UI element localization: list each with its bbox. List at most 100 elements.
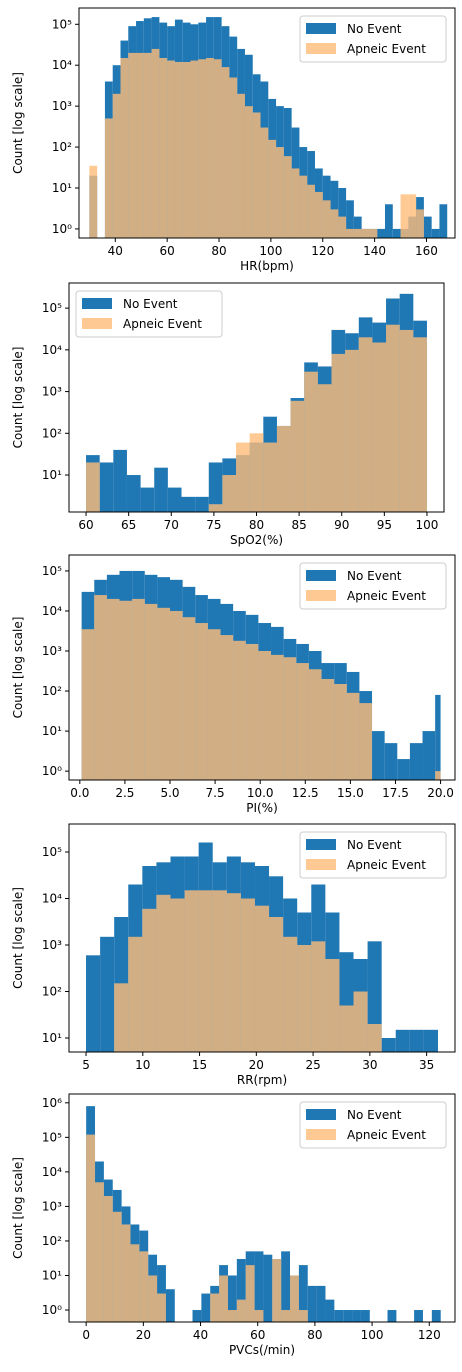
bar-no-event: [395, 1029, 410, 1052]
y-tick-label: 10⁴: [42, 891, 62, 905]
bar-apneic-event: [128, 52, 137, 238]
bar-apneic-event: [408, 194, 417, 238]
bar-apneic-event: [308, 669, 322, 780]
bar-apneic-event: [311, 941, 326, 1052]
bar-apneic-event: [276, 147, 284, 238]
bar-apneic-event: [268, 139, 277, 238]
bar-apneic-event: [148, 1275, 158, 1322]
bar-no-event: [343, 1310, 353, 1322]
x-tick-label: 7.5: [206, 786, 225, 800]
x-tick-label: 20.0: [427, 786, 454, 800]
x-tick-label: 95: [377, 518, 392, 532]
legend-swatch-apneic-event: [306, 43, 336, 54]
y-tick-label: 10²: [42, 426, 62, 440]
bar-apneic-event: [139, 1251, 149, 1322]
y-axis-label: Count [log scale]: [11, 72, 25, 174]
bar-apneic-event: [353, 228, 362, 238]
bar-no-event: [372, 731, 385, 780]
plot-frame: [68, 554, 456, 781]
y-axis-label: Count [log scale]: [11, 617, 25, 719]
bar-apneic-event: [198, 59, 207, 238]
legend: No Event Apneic Event: [299, 15, 447, 63]
bar-apneic-event: [206, 58, 214, 238]
y-tick-label: 10³: [42, 644, 62, 658]
x-tick-label: 100: [259, 244, 282, 258]
bar-no-event: [431, 228, 440, 238]
legend-label-no-event: No Event: [347, 569, 402, 583]
bar-no-event: [353, 216, 362, 238]
bar-apneic-event: [104, 118, 113, 238]
y-tick-label: 10³: [42, 1199, 62, 1213]
y-tick-label: 10⁴: [42, 1165, 62, 1179]
x-tick-label: 20: [136, 1328, 151, 1342]
x-tick-label: 60: [250, 1328, 265, 1342]
chart-4: 5 10 15 20 25 30 35 10¹ 10² 10³ 10⁴ 10⁵ RR(rpm) Count…: [11, 823, 456, 1087]
bar-apneic-event: [112, 93, 121, 238]
bar-apneic-event: [132, 598, 145, 780]
x-axis-label: PVCs(/min): [229, 1343, 295, 1357]
y-tick-label: 10²: [52, 140, 72, 154]
bar-apneic-event: [330, 209, 339, 238]
legend-box: [299, 1101, 447, 1149]
bar-apneic-event: [157, 1293, 166, 1322]
x-tick-label: 120: [311, 244, 334, 258]
bar-apneic-event: [254, 905, 270, 1052]
bar-apneic-event: [89, 165, 98, 238]
bar-apneic-event: [208, 504, 223, 512]
bar-apneic-event: [361, 228, 370, 238]
bar-no-event: [360, 1310, 370, 1322]
bars-group: [89, 17, 448, 238]
bar-no-event: [414, 1310, 423, 1322]
x-tick-label: 140: [363, 244, 386, 258]
y-tick-label: 10²: [42, 985, 62, 999]
bar-no-event: [100, 936, 115, 1052]
bar-apneic-event: [184, 890, 199, 1052]
legend-swatch-no-event: [306, 570, 336, 581]
bar-no-event: [352, 1310, 361, 1322]
bar-apneic-event: [212, 890, 227, 1052]
bar-no-event: [423, 216, 432, 238]
plot-frame: [78, 7, 456, 239]
bar-apneic-event: [210, 1293, 220, 1322]
x-tick-label: 40: [193, 1328, 208, 1342]
y-tick-label: 10⁰: [52, 222, 72, 236]
bar-apneic-event: [95, 1182, 104, 1322]
bar-apneic-event: [269, 917, 284, 1052]
x-tick-label: 17.5: [382, 786, 409, 800]
legend-box: [299, 831, 447, 879]
bar-apneic-event: [227, 1310, 237, 1322]
bar-apneic-event: [314, 191, 323, 238]
y-tick-label: 10²: [42, 684, 62, 698]
x-tick-label: 80: [249, 518, 264, 532]
bar-apneic-event: [226, 893, 241, 1052]
bar-apneic-event: [86, 1134, 96, 1322]
x-tick-label: 80: [307, 1328, 322, 1342]
bar-apneic-event: [182, 617, 196, 780]
bar-no-event: [435, 694, 441, 780]
bar-no-event: [381, 1038, 396, 1052]
legend-swatch-no-event: [306, 839, 336, 850]
bar-apneic-event: [128, 936, 143, 1052]
x-tick-label: 120: [418, 1328, 441, 1342]
bar-apneic-event: [299, 175, 308, 238]
x-tick-label: 160: [415, 244, 438, 258]
x-axis-label: HR(bpm): [240, 259, 294, 273]
x-tick-label: 10.0: [247, 786, 274, 800]
legend: No Event Apneic Event: [299, 831, 447, 879]
legend-swatch-no-event: [306, 23, 336, 34]
bar-no-event: [377, 228, 385, 238]
legend-box: [299, 562, 447, 610]
bar-no-event: [154, 467, 168, 512]
legend-swatch-apneic-event: [306, 859, 336, 870]
bar-no-event: [316, 1285, 326, 1322]
bar-apneic-event: [144, 603, 158, 780]
bar-apneic-event: [272, 1259, 282, 1322]
bar-no-event: [423, 1029, 438, 1052]
bar-no-event: [140, 487, 155, 512]
legend-box: [75, 290, 223, 338]
bar-apneic-event: [298, 1310, 308, 1322]
chart-1: 40 60 80 100 120 140 160 10⁰ 10¹ 10² 10³ 10⁴ 10⁵ HR(b…: [11, 7, 456, 273]
bar-no-event: [298, 1265, 308, 1322]
bar-no-event: [227, 1275, 237, 1322]
bar-apneic-event: [151, 48, 160, 238]
